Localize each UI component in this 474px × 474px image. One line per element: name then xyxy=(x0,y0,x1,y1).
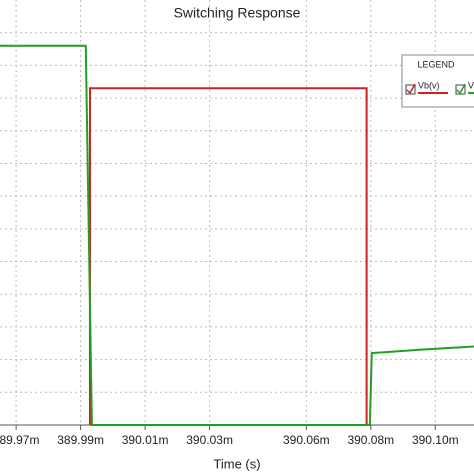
x-tick-label: 390.01m xyxy=(122,433,169,447)
legend-checkbox xyxy=(455,84,466,95)
legend-checkbox xyxy=(405,84,416,95)
x-tick-label: 390.10m xyxy=(412,433,459,447)
chart-title: Switching Response xyxy=(174,5,301,21)
legend-box xyxy=(401,54,474,108)
x-tick-label: 390.03m xyxy=(186,433,233,447)
x-tick-label: 390.08m xyxy=(347,433,394,447)
x-axis-label: Time (s) xyxy=(213,456,260,471)
legend: LEGEND Vb(v) Vce xyxy=(401,54,474,108)
x-tick-label: 389.99m xyxy=(57,433,104,447)
series-line xyxy=(88,87,368,425)
legend-check xyxy=(456,83,466,95)
legend-title: LEGEND xyxy=(417,59,455,69)
x-tick-label: 390.06m xyxy=(283,433,330,447)
legend-label: Vb(v) xyxy=(418,80,440,90)
legend-label: Vce xyxy=(468,80,474,90)
legend-check xyxy=(406,83,416,95)
x-tick-label: 389.97m xyxy=(0,433,39,447)
series-line xyxy=(0,44,474,426)
